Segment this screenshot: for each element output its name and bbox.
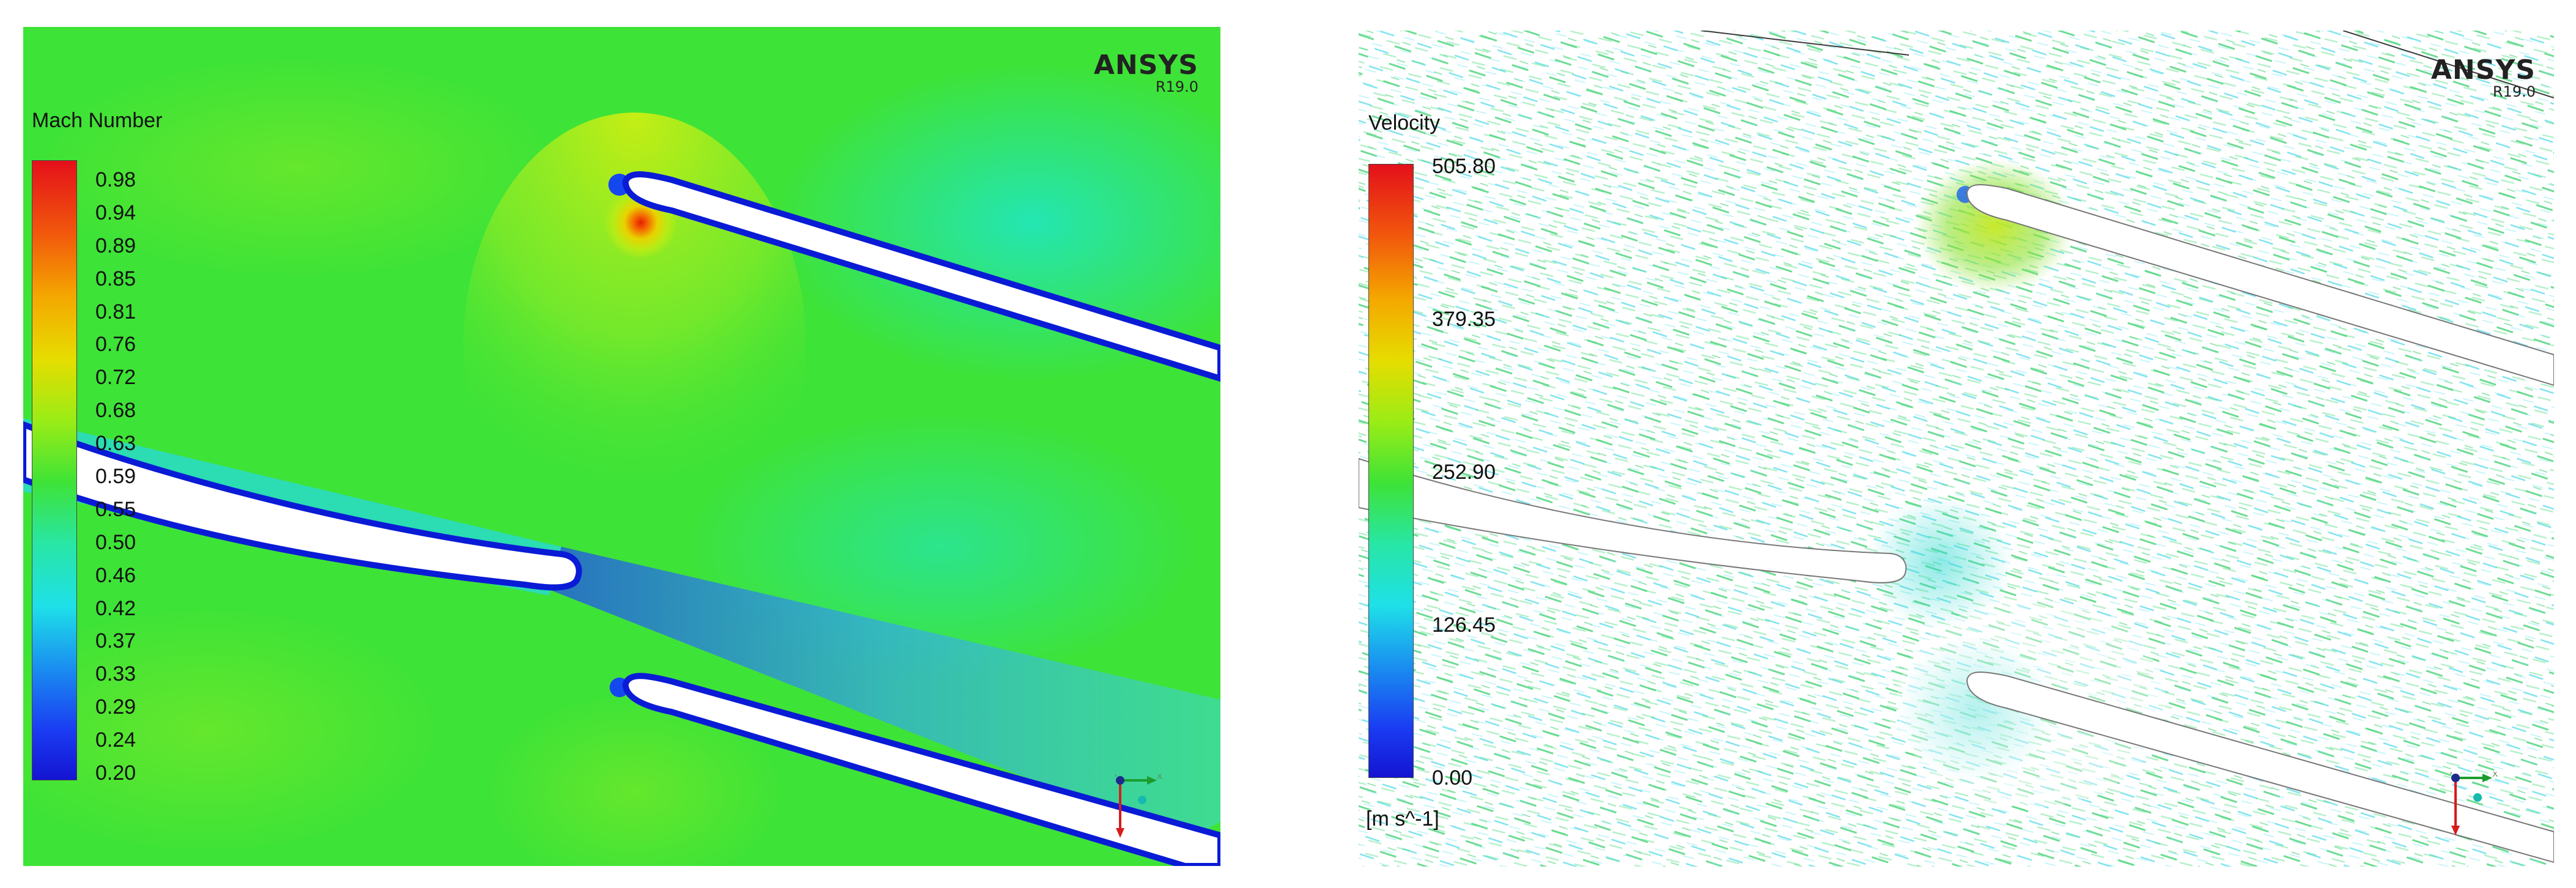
upper-blade [622,171,1220,382]
colorbar-tick-label: 0.98 [95,168,136,191]
axis-triad: X Y [2448,772,2498,835]
colorbar-tick-label: 252.90 [1432,461,1496,484]
axis-triad: X Y [1113,774,1163,838]
mach-colorbar [32,160,77,780]
lower-blade [1966,672,2554,864]
ansys-version-text: R19.0 [2492,83,2536,100]
velocity-vector-field [1359,31,2554,867]
colorbar-tick-label: 0.33 [95,662,136,686]
colorbar-tick-label: 0.55 [95,497,136,521]
colorbar-tick-label: 0.24 [95,728,136,752]
velocity-colorbar [1368,164,1414,778]
mach-contour-field [23,27,1220,866]
middle-blade [1359,457,1907,583]
colorbar-tick-label: 0.81 [95,300,136,324]
colorbar-tick-label: 0.42 [95,596,136,620]
axis-y-label: Y [1113,774,1119,779]
colorbar-tick-label: 0.63 [95,432,136,456]
ansys-logo: ANSYS R19.0 [2430,54,2536,100]
axis-x-label: X [1157,774,1163,781]
axis-x-label: X [2492,772,2498,779]
ansys-logo: ANSYS R19.0 [1093,50,1198,95]
velocity-legend-title: Velocity [1368,111,1441,135]
velocity-unit-label: [m s^-1] [1366,807,1439,831]
middle-blade [23,421,582,591]
colorbar-tick-label: 0.94 [95,201,136,224]
colorbar-tick-label: 0.72 [95,366,136,390]
colorbar-tick-label: 0.46 [95,563,136,587]
colorbar-tick-label: 0.50 [95,530,136,554]
colorbar-tick-label: 126.45 [1432,613,1496,637]
lower-blade [622,673,1220,866]
colorbar-tick-label: 0.37 [95,629,136,653]
colorbar-tick-label: 0.00 [1432,766,1473,790]
ansys-brand-text: ANSYS [2430,54,2536,86]
colorbar-tick-label: 0.29 [95,695,136,719]
colorbar-tick-label: 0.59 [95,465,136,488]
ansys-version-text: R19.0 [1155,78,1198,95]
colorbar-tick-label: 0.85 [95,267,136,290]
colorbar-tick-label: 0.89 [95,234,136,257]
mach-number-contour-panel: ANSYS R19.0 Mach Number 0.98 0.94 0.89 0.85… [23,27,1220,866]
mach-legend-title: Mach Number [32,109,163,132]
ansys-brand-text: ANSYS [1093,50,1198,81]
upper-blade [1966,184,2554,387]
colorbar-tick-label: 505.80 [1432,155,1496,178]
colorbar-tick-label: 379.35 [1432,308,1496,331]
colorbar-tick-label: 0.68 [95,399,136,423]
velocity-vector-panel: ANSYS R19.0 Velocity 505.80 379.35 252.90 1… [1359,31,2554,867]
axis-y-label: Y [2448,772,2454,776]
colorbar-tick-label: 0.76 [95,333,136,357]
colorbar-tick-label: 0.20 [95,761,136,785]
